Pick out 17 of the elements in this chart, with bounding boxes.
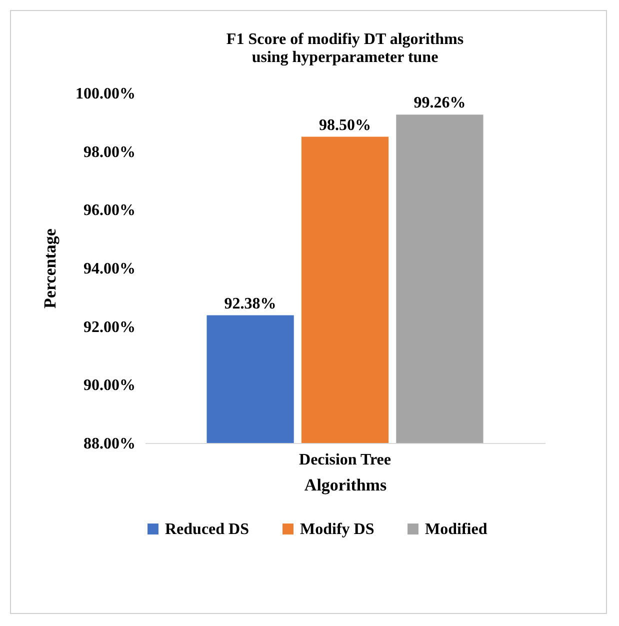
y-tick-label: 92.00% [84,318,136,336]
data-label: 99.26% [414,94,466,112]
chart-title: F1 Score of modifiy DT algorithms using hyperparameter tune [226,31,464,66]
legend-label: Reduced DS [165,521,250,538]
y-tick-label: 94.00% [84,260,136,278]
y-tick-label: 98.00% [84,144,136,161]
y-tick-label: 90.00% [84,377,136,394]
data-label: 92.38% [224,295,276,312]
y-tick-label: 100.00% [76,86,136,102]
y-tick-label: 96.00% [84,202,136,220]
legend-label: Modify DS [300,521,374,538]
x-axis-title: Algorithms [304,476,387,494]
y-axis-title: Percentage [40,228,60,308]
x-tick-label: Decision Tree [299,452,391,468]
data-label: 98.50% [319,116,371,134]
y-tick-label: 88.00% [84,436,136,452]
legend-label: Modified [425,521,488,538]
